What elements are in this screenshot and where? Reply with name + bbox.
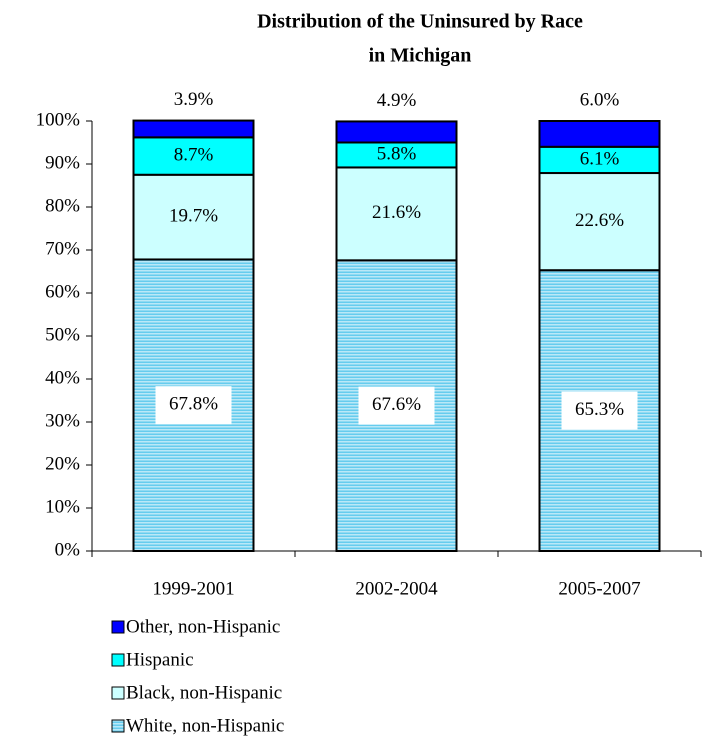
y-tick-label: 30% [45, 410, 80, 431]
data-label: 8.7% [174, 144, 214, 165]
legend-label: Other, non-Hispanic [126, 616, 280, 637]
bar-segment [538, 120, 661, 148]
y-tick-label: 20% [45, 453, 80, 474]
legend-swatch [111, 620, 125, 634]
bar-segment [335, 120, 458, 144]
y-tick-label: 70% [45, 238, 80, 259]
legend-label: White, non-Hispanic [126, 715, 284, 736]
x-tick-label: 2002-2004 [355, 578, 438, 599]
x-tick-label: 2005-2007 [558, 578, 640, 599]
y-tick-label: 40% [45, 367, 80, 388]
legend-label: Black, non-Hispanic [126, 682, 282, 703]
bar-segment [538, 145, 661, 175]
y-tick-label: 10% [45, 496, 80, 517]
chart-title: Distribution of the Uninsured by Race [257, 11, 583, 33]
y-tick-label: 90% [45, 152, 80, 173]
bar-segment [132, 173, 255, 261]
y-tick-label: 0% [55, 539, 81, 560]
legend-swatch [111, 686, 125, 700]
data-label: 4.9% [377, 90, 417, 111]
bar-segment [132, 136, 255, 176]
legend-swatch [111, 653, 125, 667]
x-tick-label: 1999-2001 [152, 578, 234, 599]
label-box [358, 386, 435, 425]
data-label: 67.8% [169, 394, 218, 415]
legend-swatch [111, 719, 125, 733]
legend-label: Hispanic [126, 649, 194, 670]
label-box [561, 391, 638, 430]
bar-segment [335, 166, 458, 262]
data-label: 65.3% [575, 399, 624, 420]
y-tick-label: 80% [45, 195, 80, 216]
bar-segment [132, 119, 255, 139]
bar-segment [335, 141, 458, 169]
data-label: 3.9% [174, 89, 214, 110]
data-label: 19.7% [169, 205, 218, 226]
data-label: 22.6% [575, 210, 624, 231]
data-label: 67.6% [372, 394, 421, 415]
y-tick-label: 50% [45, 324, 80, 345]
data-label: 21.6% [372, 202, 421, 223]
data-label: 5.8% [377, 143, 417, 164]
data-label: 6.1% [580, 148, 620, 169]
label-box [155, 386, 232, 425]
data-label: 6.0% [580, 89, 620, 110]
chart-title: in Michigan [369, 45, 472, 67]
y-tick-label: 60% [45, 281, 80, 302]
y-tick-label: 100% [36, 109, 81, 130]
